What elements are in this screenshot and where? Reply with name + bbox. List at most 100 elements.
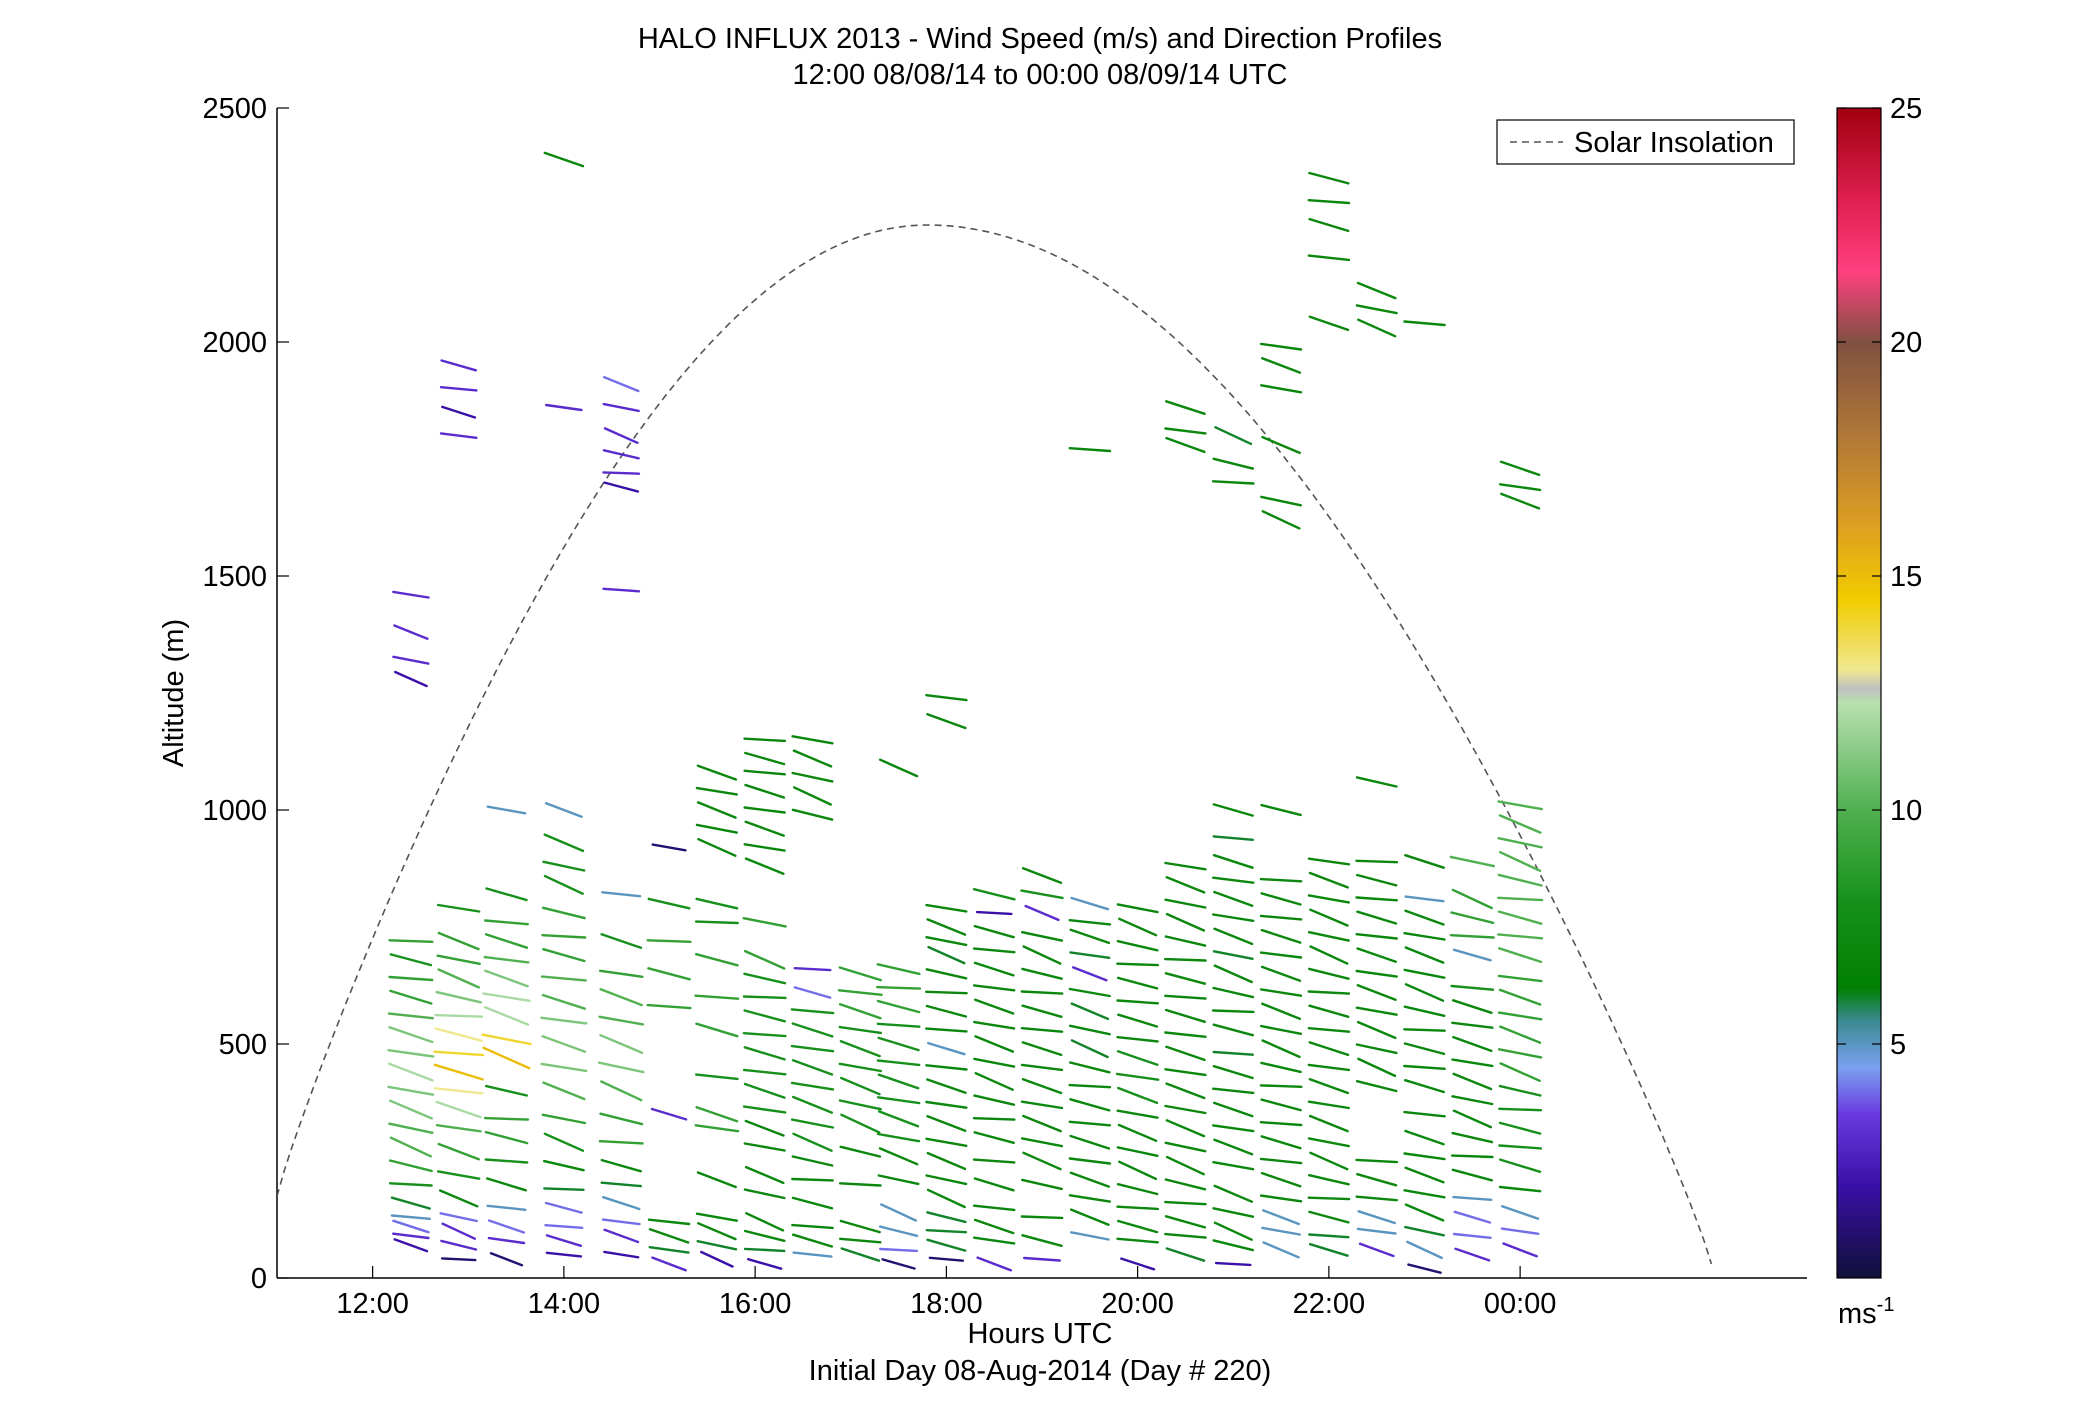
- wind-vector: [1211, 1087, 1255, 1095]
- wind-vector: [484, 933, 529, 949]
- wind-vector: [1355, 969, 1398, 978]
- wind-vector: [876, 1132, 921, 1143]
- wind-vector: [1021, 1077, 1063, 1095]
- wind-vector: [1164, 400, 1206, 415]
- wind-vector: [1024, 904, 1060, 922]
- wind-vector: [1404, 983, 1445, 1002]
- wind-vector: [392, 655, 430, 665]
- wind-vector: [393, 1238, 429, 1253]
- wind-vector: [696, 764, 738, 781]
- wind-vector: [695, 1022, 739, 1038]
- wind-vector: [1211, 480, 1255, 485]
- wind-vector: [1021, 1041, 1063, 1057]
- wind-vector: [1498, 1144, 1543, 1150]
- wind-vector: [394, 670, 428, 688]
- wind-vector: [972, 947, 1016, 954]
- wind-vector: [694, 1124, 740, 1133]
- wind-vector: [1068, 1157, 1112, 1165]
- wind-vector: [600, 1158, 642, 1173]
- wind-vector: [1212, 986, 1255, 999]
- wind-vector: [973, 1057, 1016, 1068]
- wind-vector: [388, 1099, 433, 1120]
- wind-vector: [601, 1218, 641, 1226]
- wind-vector: [1498, 851, 1542, 872]
- wind-vector: [482, 992, 531, 1002]
- wind-vector: [1452, 1072, 1493, 1091]
- colorbar-tick-label: 5: [1890, 1029, 1906, 1061]
- wind-vector: [1260, 495, 1303, 507]
- wind-vector: [481, 1033, 532, 1046]
- wind-vector: [599, 988, 643, 1007]
- wind-vector: [1164, 972, 1207, 985]
- wind-vector: [742, 1031, 787, 1038]
- wind-vector: [1068, 1024, 1111, 1036]
- wind-vector: [1260, 928, 1302, 944]
- wind-vector: [392, 1232, 430, 1240]
- wind-vector: [1116, 1237, 1159, 1244]
- wind-vector: [877, 1036, 920, 1052]
- wind-vector: [1498, 988, 1542, 1006]
- wind-vector: [651, 843, 687, 852]
- wind-vector: [1307, 254, 1351, 262]
- wind-vector: [1213, 927, 1254, 946]
- wind-vector: [434, 1027, 483, 1043]
- wind-vector: [1308, 315, 1350, 332]
- wind-vector: [1403, 320, 1446, 327]
- wind-vector: [544, 802, 583, 818]
- wind-vector: [1355, 1079, 1398, 1093]
- wind-vector: [876, 1096, 921, 1105]
- wind-vector: [433, 1050, 485, 1057]
- wind-vector: [1070, 896, 1110, 911]
- wind-vector: [437, 931, 480, 951]
- wind-vector: [972, 1116, 1016, 1121]
- wind-vector: [1403, 1064, 1446, 1071]
- wind-vector: [1212, 1160, 1255, 1171]
- wind-vector: [1120, 1257, 1156, 1271]
- wind-vector: [433, 1087, 484, 1095]
- wind-vector: [791, 1177, 834, 1182]
- wind-vector: [1308, 217, 1350, 233]
- wind-vector: [743, 1046, 786, 1061]
- wind-vector: [1259, 1120, 1303, 1127]
- wind-vector: [925, 903, 968, 913]
- wind-vector: [792, 749, 833, 768]
- wind-vector: [1307, 1173, 1350, 1186]
- wind-vector: [791, 1059, 834, 1076]
- wind-vector: [972, 984, 1016, 992]
- wind-vector: [1068, 1120, 1112, 1127]
- wind-vector: [1259, 1084, 1303, 1089]
- wind-vector: [792, 1132, 833, 1152]
- wind-vector: [389, 989, 433, 1005]
- wind-vector: [1308, 1041, 1350, 1057]
- wind-vector: [436, 903, 481, 913]
- wind-vector: [1355, 1195, 1399, 1202]
- wind-vector: [1497, 800, 1544, 811]
- wind-vector: [1404, 909, 1445, 926]
- wind-vector: [877, 1073, 920, 1090]
- wind-vector: [600, 1080, 643, 1102]
- wind-vector: [603, 1250, 640, 1259]
- wind-vector: [839, 1039, 881, 1058]
- wind-vector: [743, 972, 787, 985]
- wind-vector: [1497, 837, 1543, 849]
- wind-vector: [1020, 1215, 1064, 1220]
- wind-vector: [1500, 492, 1541, 510]
- wind-vector: [973, 1236, 1016, 1245]
- wind-vector: [838, 1025, 883, 1035]
- wind-vector: [1068, 447, 1112, 453]
- wind-vector: [483, 1006, 530, 1026]
- wind-vector: [1262, 1209, 1301, 1226]
- y-tick-label: 1500: [202, 561, 267, 593]
- wind-vector: [838, 966, 882, 982]
- wind-vector: [1307, 894, 1351, 904]
- wind-vector: [388, 1122, 434, 1135]
- wind-vector: [1212, 1207, 1255, 1218]
- wind-vector: [541, 906, 586, 920]
- wind-vector: [1213, 1184, 1254, 1203]
- wind-vectors: [387, 151, 1544, 1274]
- x-tick-label: 16:00: [719, 1288, 792, 1320]
- wind-vector: [1164, 861, 1207, 871]
- wind-vector: [388, 1182, 433, 1187]
- wind-vector: [1164, 935, 1207, 947]
- wind-vector: [742, 917, 787, 928]
